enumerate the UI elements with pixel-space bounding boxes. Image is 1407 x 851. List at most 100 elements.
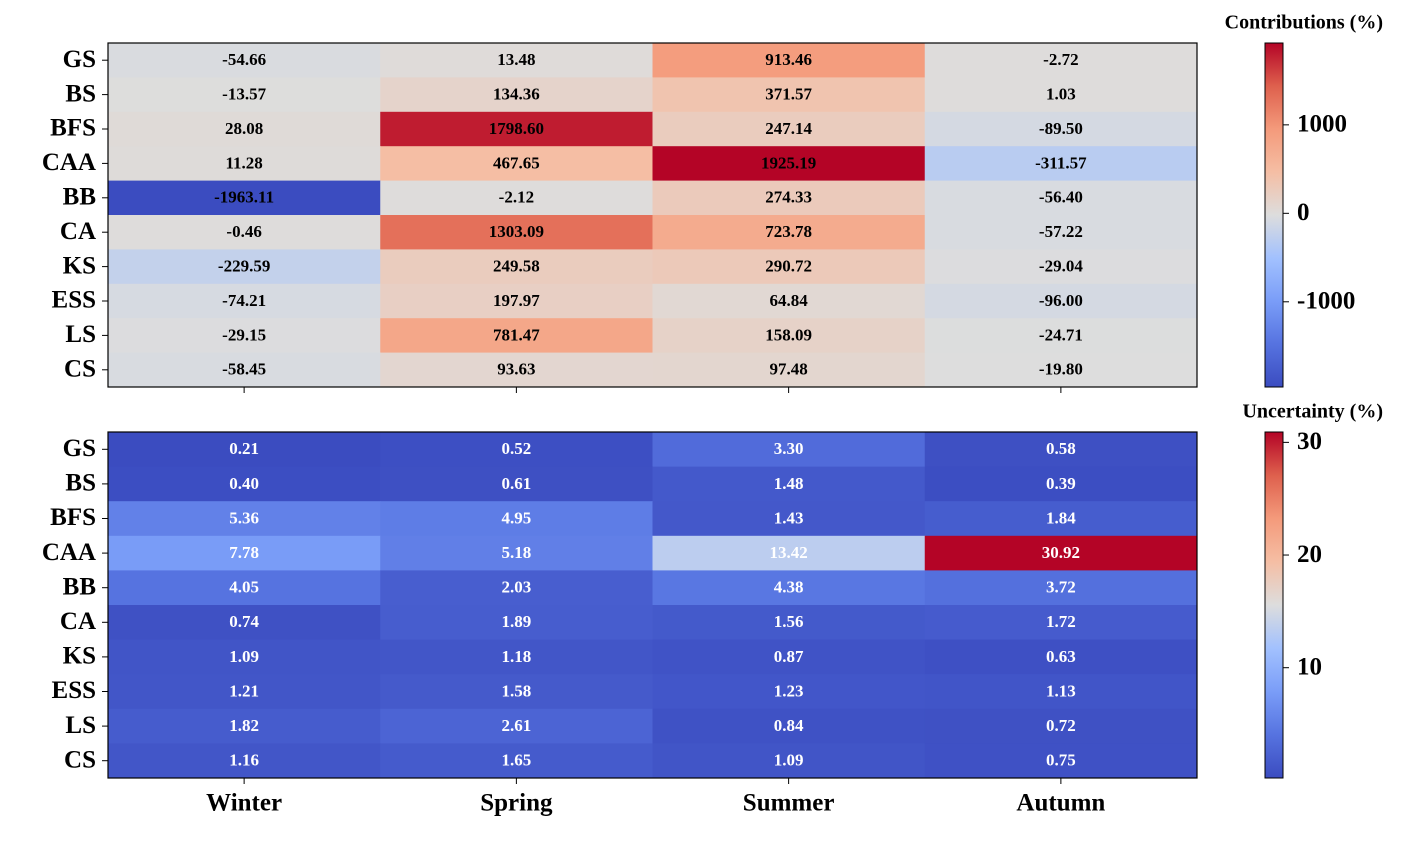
- cell-label: -74.21: [222, 291, 266, 310]
- x-tick-label: Summer: [743, 790, 835, 817]
- heatmap-cell: [924, 146, 1198, 182]
- heatmap-cell: [652, 215, 926, 250]
- cell-label: 781.47: [493, 325, 540, 344]
- y-tick-label: BS: [65, 470, 96, 497]
- cell-label: 249.58: [493, 257, 540, 276]
- cell-label: 0.87: [774, 647, 804, 666]
- y-tick-label: BFS: [50, 504, 96, 531]
- cell-label: 0.39: [1046, 474, 1076, 493]
- heatmap-cell: [108, 352, 381, 388]
- heatmap-cell: [108, 535, 381, 571]
- cell-label: 97.48: [770, 360, 808, 379]
- cell-label: 467.65: [493, 153, 540, 172]
- cell-label: -96.00: [1039, 291, 1083, 310]
- heatmap-cell: [108, 466, 381, 502]
- x-tick-label: Autumn: [1016, 790, 1105, 817]
- heatmap-cell: [380, 535, 653, 571]
- cell-label: -54.66: [222, 50, 266, 69]
- heatmap-cell: [924, 249, 1198, 285]
- heatmap-cell: [380, 743, 653, 779]
- cell-label: -2.12: [499, 188, 534, 207]
- cell-label: -19.80: [1039, 360, 1083, 379]
- y-tick-label: ESS: [52, 677, 96, 704]
- cell-label: -29.15: [222, 325, 266, 344]
- heatmap-cell: [380, 352, 653, 388]
- cell-label: 1303.09: [489, 222, 544, 241]
- cell-label: 4.38: [774, 578, 804, 597]
- cell-label: 64.84: [770, 291, 809, 310]
- cell-label: 1.09: [229, 647, 259, 666]
- heatmap-cell: [652, 535, 926, 571]
- heatmap-cell: [108, 708, 381, 744]
- cell-label: -13.57: [222, 85, 266, 104]
- cell-label: -2.72: [1043, 50, 1078, 69]
- heatmap-cell: [108, 77, 381, 113]
- heatmap-cell: [924, 466, 1198, 502]
- heatmap-cell: [652, 743, 926, 779]
- y-tick-label: BB: [63, 184, 96, 211]
- cell-label: 0.61: [502, 474, 532, 493]
- heatmap-cell: [652, 77, 926, 113]
- cell-label: -89.50: [1039, 119, 1083, 138]
- cell-label: 13.42: [770, 543, 808, 562]
- cell-label: -29.04: [1039, 257, 1083, 276]
- heatmap-cell: [924, 743, 1198, 779]
- heatmap-cell: [652, 180, 926, 216]
- cell-label: -311.57: [1035, 153, 1087, 172]
- cell-label: -58.45: [222, 360, 266, 379]
- heatmap-cell: [380, 570, 653, 606]
- heatmap-cell: [652, 708, 926, 744]
- colorbar-tick-label: 20: [1297, 541, 1322, 568]
- heatmap-cell: [652, 111, 926, 147]
- heatmap-cell: [380, 77, 653, 113]
- y-tick-label: CAA: [42, 539, 96, 566]
- cell-label: -57.22: [1039, 222, 1083, 241]
- cell-label: 4.05: [229, 578, 259, 597]
- colorbar: [1264, 431, 1284, 779]
- colorbar: [1264, 42, 1284, 388]
- heatmap-cell: [380, 708, 653, 744]
- cell-label: 5.18: [502, 543, 532, 562]
- heatmap-cell: [652, 283, 926, 319]
- heatmap-cell: [108, 249, 381, 285]
- cell-label: -56.40: [1039, 188, 1083, 207]
- plot-frame: [107, 42, 1198, 388]
- cell-label: 1798.60: [489, 119, 544, 138]
- colorbar-tick-label: 0: [1297, 199, 1310, 226]
- y-tick-label: CA: [60, 218, 96, 245]
- cell-label: 1.65: [502, 751, 532, 770]
- heatmap-cell: [652, 570, 926, 606]
- heatmap-cell: [380, 674, 653, 710]
- cell-label: 0.74: [229, 612, 259, 631]
- colorbar-tick-label: 1000: [1297, 111, 1347, 138]
- heatmap-cell: [652, 249, 926, 285]
- colorbar-tick-label: -1000: [1297, 288, 1355, 315]
- heatmap-cell: [652, 43, 926, 78]
- heatmap-cell: [380, 639, 653, 675]
- heatmap-cell: [108, 674, 381, 710]
- heatmap-cell: [108, 318, 381, 354]
- cell-label: 11.28: [225, 153, 262, 172]
- heatmap-cell: [380, 466, 653, 502]
- cell-label: 0.72: [1046, 716, 1076, 735]
- heatmap-cell: [108, 111, 381, 147]
- cell-label: 93.63: [497, 360, 535, 379]
- cell-label: 0.58: [1046, 439, 1076, 458]
- colorbar-title: Contributions (%): [1225, 12, 1383, 34]
- cell-label: 0.52: [502, 439, 532, 458]
- heatmap-cell: [108, 501, 381, 537]
- cell-label: 5.36: [229, 508, 259, 527]
- cell-label: 2.03: [502, 578, 532, 597]
- y-tick-label: CA: [60, 608, 96, 635]
- y-tick-label: CS: [64, 356, 96, 383]
- heatmap-cell: [108, 283, 381, 319]
- heatmap-cell: [108, 639, 381, 675]
- cell-label: 1.56: [774, 612, 804, 631]
- y-tick-label: CS: [64, 746, 96, 773]
- cell-label: 274.33: [765, 188, 812, 207]
- heatmap-cell: [108, 215, 381, 250]
- cell-label: -229.59: [218, 257, 270, 276]
- heatmap-cell: [652, 605, 926, 641]
- heatmap-cell: [108, 180, 381, 216]
